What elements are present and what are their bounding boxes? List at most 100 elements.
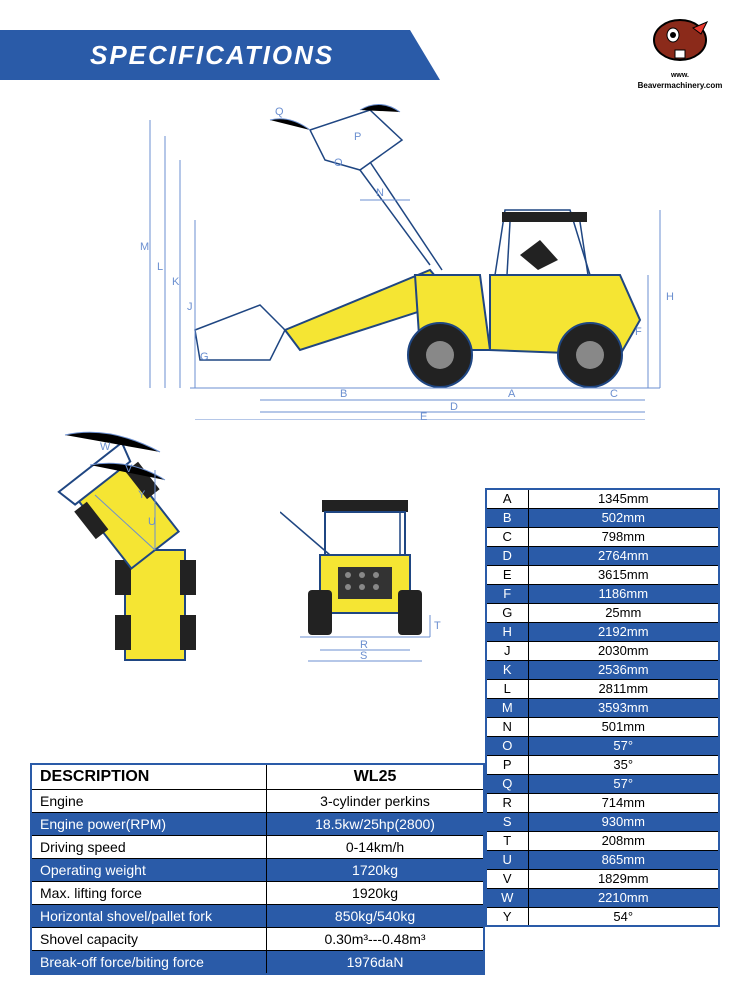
dim-row: W2210mm [486,888,719,907]
dim-value: 2030mm [528,641,719,660]
dim-row: J2030mm [486,641,719,660]
dim-value: 2536mm [528,660,719,679]
dim-row: K2536mm [486,660,719,679]
logo-www: www. [635,72,725,79]
desc-row: Engine3-cylinder perkins [31,790,484,813]
desc-row: Operating weight1720kg [31,859,484,882]
dim-value: 714mm [528,793,719,812]
header-angle [410,30,440,80]
dim-row: A1345mm [486,489,719,508]
dim-value: 25mm [528,603,719,622]
dim-row: Q57° [486,774,719,793]
dim-key: H [486,622,528,641]
desc-row: Shovel capacity0.30m³---0.48m³ [31,928,484,951]
brand-logo: www. Beavermachinery.com [635,10,725,90]
dim-key: S [486,812,528,831]
dim-row: B502mm [486,508,719,527]
dim-row: S930mm [486,812,719,831]
desc-left: Shovel capacity [31,928,267,951]
dim-row: D2764mm [486,546,719,565]
desc-right: 850kg/540kg [267,905,484,928]
desc-left: Driving speed [31,836,267,859]
dim-value: 2210mm [528,888,719,907]
desc-left: Engine power(RPM) [31,813,267,836]
svg-text:D: D [450,401,458,413]
dim-value: 208mm [528,831,719,850]
rear-view-diagram: T R S [280,475,450,675]
dim-key: F [486,584,528,603]
desc-right: 3-cylinder perkins [267,790,484,813]
dim-row: F1186mm [486,584,719,603]
dim-key: B [486,508,528,527]
svg-text:Q: Q [275,106,284,118]
dim-row: G25mm [486,603,719,622]
svg-text:C: C [610,388,618,400]
svg-text:N: N [376,187,384,199]
svg-text:O: O [334,157,343,169]
articulation-diagram: Y W V U [40,420,270,680]
svg-text:H: H [666,291,674,303]
dim-value: 3615mm [528,565,719,584]
svg-text:L: L [157,261,163,273]
desc-left: Horizontal shovel/pallet fork [31,905,267,928]
dim-key: C [486,527,528,546]
dim-key: N [486,717,528,736]
dim-key: V [486,869,528,888]
svg-text:T: T [434,620,441,632]
dim-value: 1186mm [528,584,719,603]
desc-left: Operating weight [31,859,267,882]
svg-text:E: E [420,411,427,420]
desc-left: Max. lifting force [31,882,267,905]
dimension-table: A1345mmB502mmC798mmD2764mmE3615mmF1186mm… [485,488,720,927]
dim-row: H2192mm [486,622,719,641]
dim-value: 502mm [528,508,719,527]
dim-value: 501mm [528,717,719,736]
dim-key: D [486,546,528,565]
svg-text:P: P [354,131,361,143]
dim-key: M [486,698,528,717]
svg-text:M: M [140,241,149,253]
desc-row: Driving speed0-14km/h [31,836,484,859]
svg-text:W: W [100,441,111,453]
desc-right: 0.30m³---0.48m³ [267,928,484,951]
dim-value: 1345mm [528,489,719,508]
dim-value: 930mm [528,812,719,831]
description-table: DESCRIPTIONWL25Engine3-cylinder perkinsE… [30,763,485,975]
dim-row: V1829mm [486,869,719,888]
dim-value: 57° [528,736,719,755]
dim-key: U [486,850,528,869]
desc-row: Max. lifting force1920kg [31,882,484,905]
svg-text:K: K [172,276,180,288]
dim-value: 2811mm [528,679,719,698]
desc-right: 18.5kw/25hp(2800) [267,813,484,836]
dim-key: Q [486,774,528,793]
desc-left: Break-off force/biting force [31,951,267,975]
dim-key: A [486,489,528,508]
dim-value: 57° [528,774,719,793]
dim-key: K [486,660,528,679]
dim-row: P35° [486,755,719,774]
dim-row: E3615mm [486,565,719,584]
dim-value: 865mm [528,850,719,869]
desc-header-left: DESCRIPTION [31,764,267,790]
svg-text:V: V [125,463,133,475]
desc-row: Break-off force/biting force1976daN [31,951,484,975]
desc-right: 1976daN [267,951,484,975]
svg-text:J: J [187,301,193,313]
dim-key: R [486,793,528,812]
desc-row: Engine power(RPM)18.5kw/25hp(2800) [31,813,484,836]
dim-row: L2811mm [486,679,719,698]
desc-right: 1920kg [267,882,484,905]
dim-value: 1829mm [528,869,719,888]
dim-row: U865mm [486,850,719,869]
beaver-icon [645,10,715,65]
dim-key: W [486,888,528,907]
dim-key: T [486,831,528,850]
desc-left: Engine [31,790,267,813]
desc-right: 1720kg [267,859,484,882]
dim-row: Y54° [486,907,719,926]
dim-row: R714mm [486,793,719,812]
dim-key: L [486,679,528,698]
dim-key: E [486,565,528,584]
svg-text:F: F [635,326,642,338]
